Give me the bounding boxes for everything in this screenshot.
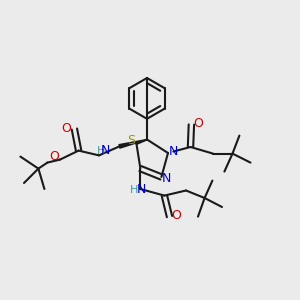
Text: O: O (171, 209, 181, 222)
Text: N: N (101, 144, 110, 158)
Polygon shape (119, 140, 147, 148)
Text: N: N (137, 183, 147, 196)
Text: O: O (62, 122, 71, 135)
Text: N: N (169, 145, 178, 158)
Text: H: H (97, 146, 106, 156)
Text: S: S (127, 134, 135, 148)
Text: O: O (49, 149, 59, 163)
Text: N: N (162, 172, 172, 185)
Text: H: H (130, 184, 138, 195)
Text: O: O (193, 117, 203, 130)
